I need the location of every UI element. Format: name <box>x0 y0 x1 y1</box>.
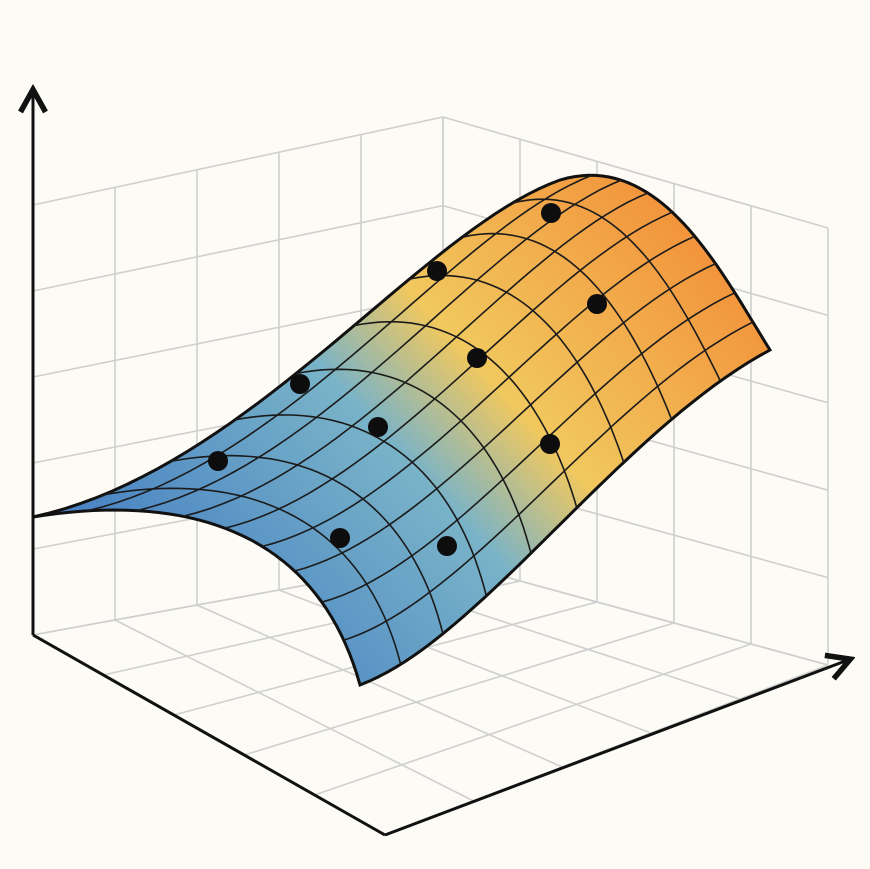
surface <box>32 173 773 688</box>
point <box>427 261 447 281</box>
point <box>437 536 457 556</box>
mesh-line <box>409 274 625 463</box>
point <box>540 434 560 454</box>
point <box>208 451 228 471</box>
mesh-line <box>170 454 444 635</box>
point <box>368 417 388 437</box>
grid-line <box>243 622 675 756</box>
mesh-line <box>261 235 696 548</box>
grid-line <box>32 116 444 206</box>
mesh-line <box>512 198 722 382</box>
surface-mesh <box>86 174 754 665</box>
points <box>208 203 607 556</box>
mesh-line <box>353 321 578 509</box>
point <box>587 294 607 314</box>
mesh-line <box>294 262 716 572</box>
mesh-line <box>461 232 673 420</box>
grid-line <box>314 643 752 796</box>
mesh-line <box>224 211 673 529</box>
mesh-line <box>103 487 402 665</box>
right-axis <box>384 660 848 837</box>
point <box>541 203 561 223</box>
mesh-line <box>295 368 532 554</box>
grid-line <box>442 116 829 229</box>
left-axis <box>32 633 386 837</box>
point <box>330 528 350 548</box>
grid-line <box>114 619 474 802</box>
mesh-line <box>321 292 736 603</box>
axes <box>32 92 848 837</box>
mesh-line <box>86 174 593 512</box>
grid-line <box>196 604 563 768</box>
mesh-line <box>234 414 488 597</box>
point <box>290 374 310 394</box>
point <box>467 348 487 368</box>
grid-line <box>32 204 444 292</box>
mesh-line <box>182 192 649 518</box>
mesh-line <box>343 321 754 641</box>
